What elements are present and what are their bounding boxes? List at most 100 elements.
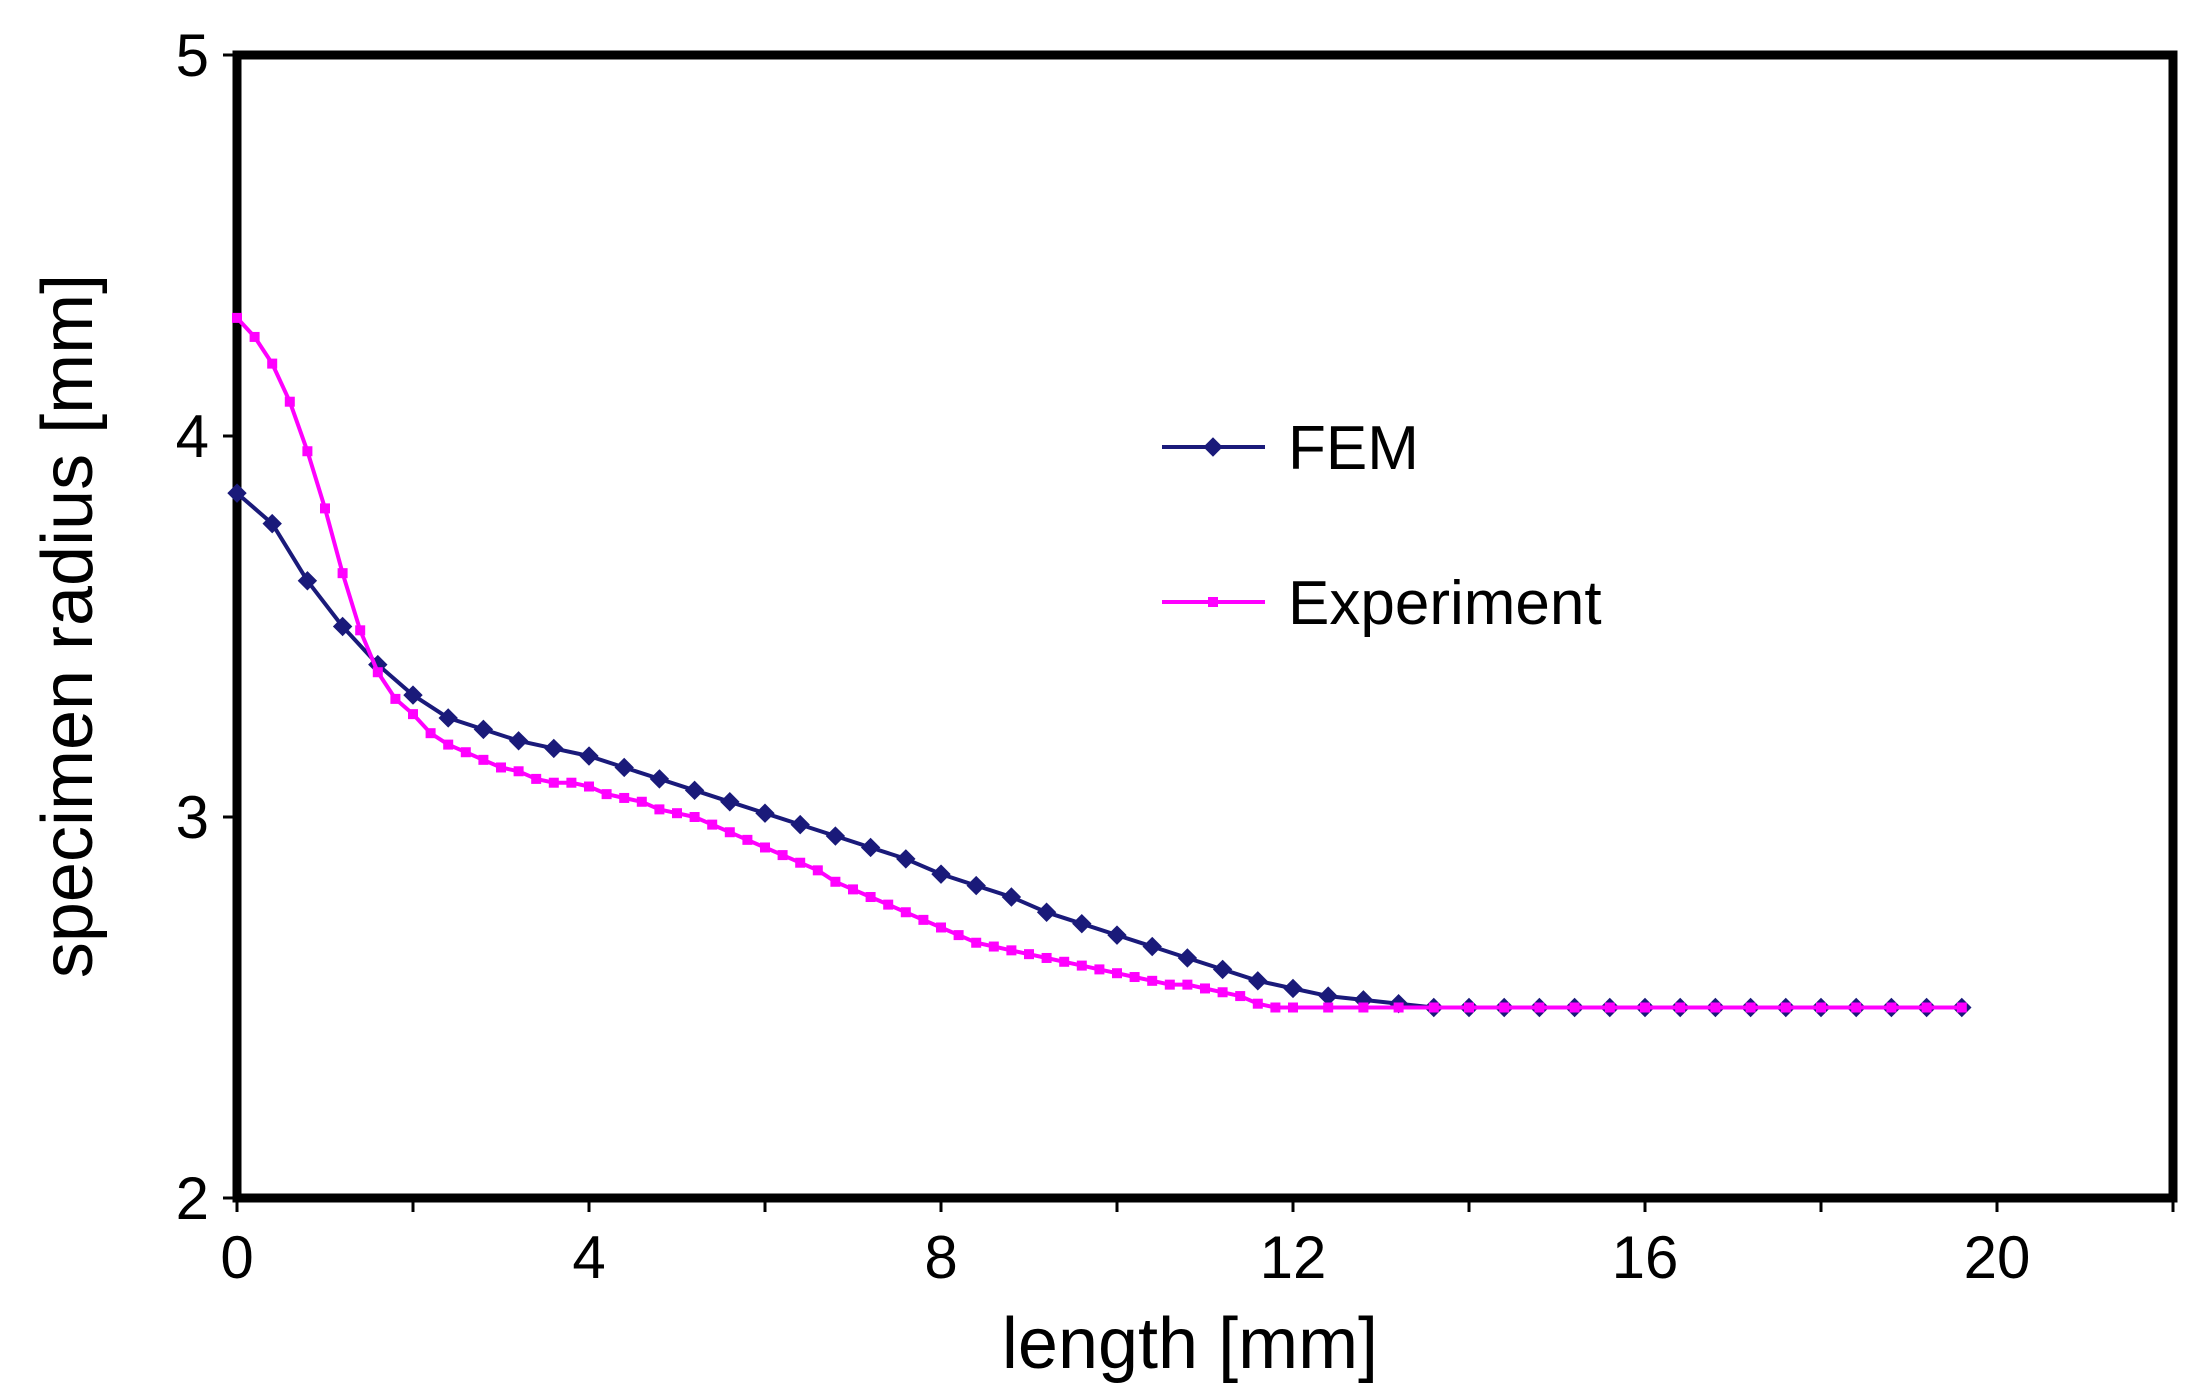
experiment-point (1428, 1002, 1439, 1013)
experiment-point (408, 709, 418, 720)
experiment-point (1217, 987, 1228, 998)
fem-point (297, 571, 318, 591)
experiment-point (724, 827, 735, 838)
x-tick-label: 4 (572, 1224, 605, 1291)
experiment-point (1780, 1002, 1791, 1013)
legend-item-fem: FEM (1162, 414, 1419, 483)
experiment-point (1235, 991, 1246, 1002)
fem-point (1001, 887, 1022, 907)
experiment-point (971, 937, 982, 948)
fem-point (966, 875, 986, 896)
experiment-point (601, 789, 612, 800)
data-series (227, 312, 1972, 1018)
experiment-point (830, 876, 841, 887)
experiment-point (689, 812, 700, 822)
experiment-point (918, 914, 929, 925)
experiment-point (1112, 968, 1122, 979)
experiment-point (1270, 1002, 1281, 1013)
experiment-point (654, 804, 665, 815)
experiment-point (936, 922, 946, 933)
fem-point (649, 769, 670, 789)
experiment-point (619, 792, 630, 803)
fem-point (1107, 925, 1127, 945)
fem-point (790, 814, 810, 835)
fem-point (720, 792, 740, 812)
experiment-point (1059, 956, 1070, 967)
experiment-point (707, 819, 718, 830)
y-tick-label: 2 (176, 1165, 209, 1232)
experiment-point (1024, 949, 1034, 960)
experiment-point (953, 930, 964, 941)
fem-point (544, 738, 564, 759)
experiment-point (1252, 998, 1263, 1009)
experiment-point (1323, 1002, 1334, 1013)
experiment-point (1534, 1002, 1545, 1013)
legend-item-experiment: Experiment (1162, 569, 1602, 638)
legend: FEM Experiment (1162, 414, 1602, 638)
experiment-point (1710, 1002, 1721, 1013)
experiment-point (1288, 1002, 1298, 1013)
fem-point (262, 513, 282, 534)
experiment-point (1393, 1002, 1404, 1013)
experiment-point (812, 865, 823, 876)
experiment-point (1851, 1002, 1862, 1013)
experiment-point (1358, 1002, 1369, 1013)
fem-point (508, 731, 529, 751)
x-tick-label: 0 (220, 1224, 253, 1291)
fem-point (1283, 978, 1303, 999)
experiment-point (777, 850, 788, 861)
fem-point (227, 483, 247, 503)
legend-label-experiment: Experiment (1288, 569, 1602, 638)
fem-point (579, 746, 599, 766)
experiment-point (1604, 1002, 1615, 1013)
experiment-point (672, 808, 682, 819)
legend-marker-experiment (1208, 597, 1218, 607)
experiment-point (478, 754, 489, 765)
y-tick-label: 3 (176, 784, 209, 851)
experiment-point (531, 773, 542, 784)
experiment-point (636, 796, 647, 807)
experiment-point (1499, 1002, 1510, 1013)
axis-ticks: 0 4 8 12 16 20 2 3 4 5 (176, 22, 2175, 1291)
experiment-point (1886, 1002, 1897, 1013)
fem-point (1248, 971, 1268, 991)
experiment-point (1569, 1002, 1580, 1013)
legend-label-fem: FEM (1288, 414, 1419, 483)
experiment-point (460, 747, 471, 758)
experiment-point (1147, 975, 1158, 986)
experiment-point (496, 762, 506, 773)
experiment-point (1182, 979, 1193, 990)
fem-point (755, 803, 775, 823)
experiment-point (795, 857, 806, 868)
experiment-point (267, 358, 278, 369)
y-axis-title: specimen radius [mm] (28, 274, 108, 978)
experiment-point (320, 503, 330, 514)
fem-point (614, 757, 634, 778)
experiment-point (584, 781, 594, 792)
experiment-point (742, 834, 753, 845)
y-tick-label: 4 (176, 403, 209, 470)
experiment-point (1006, 945, 1017, 956)
experiment-point (1956, 1002, 1967, 1013)
fem-point (931, 864, 951, 884)
experiment-point (1816, 1002, 1826, 1013)
fem-point (1072, 913, 1092, 934)
fem-point (1177, 948, 1198, 968)
experiment-point (988, 941, 999, 952)
fem-point (473, 719, 494, 740)
experiment-series (232, 312, 1967, 1013)
fem-point (684, 780, 705, 801)
experiment-point (900, 907, 911, 918)
experiment-point (548, 777, 559, 788)
legend-marker-fem (1203, 437, 1223, 457)
experiment-point (284, 396, 295, 407)
experiment-point (883, 899, 894, 910)
experiment-point (848, 884, 858, 895)
experiment-point (1640, 1002, 1650, 1013)
x-tick-label: 8 (924, 1224, 957, 1291)
fem-point (1142, 936, 1162, 957)
experiment-point (302, 446, 313, 457)
x-axis-title: length [mm] (1002, 1304, 1378, 1384)
